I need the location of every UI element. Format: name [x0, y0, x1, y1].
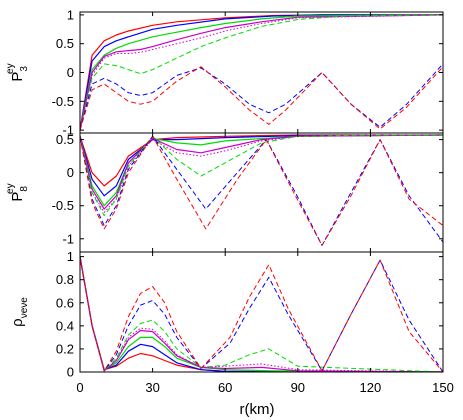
- y-tick-label: 0.4: [56, 318, 74, 333]
- series-line-6: [80, 14, 443, 131]
- series-line-4: [80, 256, 443, 372]
- x-tick-labels: 0 30 60 90 120 150: [76, 380, 453, 395]
- y-tick-label: 0.5: [56, 132, 74, 147]
- y-tick-label: 0.6: [56, 295, 74, 310]
- x-tick-label: 150: [432, 380, 454, 395]
- plot-frame: [79, 251, 444, 373]
- y-tick-label: -0.5: [52, 198, 74, 213]
- x-tick-label: 60: [218, 380, 232, 395]
- series-line-5: [80, 14, 443, 131]
- series-group: [80, 14, 443, 131]
- series-line-8: [80, 135, 443, 246]
- series-line-8: [80, 66, 443, 131]
- series-line-3: [80, 256, 443, 372]
- y-axis-label: P8ey: [5, 183, 30, 201]
- y-tick-label: -0.5: [52, 94, 74, 109]
- y-tick-label: 0.2: [56, 341, 74, 356]
- series-line-4: [80, 134, 443, 210]
- series-line-2: [80, 256, 443, 372]
- series-line-6: [80, 256, 443, 372]
- series-line-3: [80, 14, 443, 131]
- y-axis-label: ρνeνe: [9, 297, 30, 327]
- x-tick-label: 30: [145, 380, 159, 395]
- panels: 1 0.5 0 -0.5 -1 P3ey 0.5 0 -0.5 -1 P8ey 1 0.8 0.6 0.4 0…: [5, 7, 444, 380]
- y-axis-label: P3ey: [5, 63, 30, 81]
- series-line-5: [80, 256, 443, 372]
- plot-frame: [79, 132, 444, 253]
- series-line-7: [80, 256, 443, 372]
- x-tick-label: 90: [291, 380, 305, 395]
- series-line-2: [80, 14, 443, 131]
- x-tick-label: 120: [360, 380, 382, 395]
- series-line-6: [80, 134, 443, 217]
- y-tick-label: 0: [67, 65, 74, 80]
- series-group: [80, 134, 443, 246]
- y-tick-label: 1: [67, 7, 74, 22]
- series-line-7: [80, 63, 443, 131]
- y-tick-labels: 1 0.8 0.6 0.4 0.2 0: [56, 249, 443, 380]
- y-tick-label: 0.8: [56, 272, 74, 287]
- x-axis-label: r(km): [240, 401, 275, 418]
- y-tick-label: -1: [62, 231, 74, 246]
- series-line-2: [80, 134, 443, 197]
- series-group: [80, 256, 443, 372]
- panel-1: 1 0.5 0 -0.5 -1 P3ey: [5, 7, 444, 138]
- y-tick-label: 0.5: [56, 36, 74, 51]
- y-tick-label: 1: [67, 249, 74, 264]
- y-tick-label: -1: [62, 123, 74, 138]
- series-line-4: [80, 14, 443, 131]
- panel-2: 0.5 0 -0.5 -1 P8ey: [5, 132, 444, 253]
- series-line-1: [80, 256, 443, 372]
- x-tick-label: 0: [76, 380, 83, 395]
- series-line-1: [80, 134, 443, 187]
- series-line-1: [80, 14, 443, 131]
- y-tick-labels: 1 0.5 0 -0.5 -1: [52, 7, 443, 138]
- series-line-5: [80, 134, 443, 213]
- series-line-8: [80, 256, 443, 372]
- y-tick-label: 0: [67, 165, 74, 180]
- y-tick-label: 0: [67, 365, 74, 380]
- series-line-7: [80, 135, 443, 246]
- panel-3: 1 0.8 0.6 0.4 0.2 0 ρνeνe: [9, 249, 444, 380]
- y-tick-labels: 0.5 0 -0.5 -1: [52, 132, 443, 246]
